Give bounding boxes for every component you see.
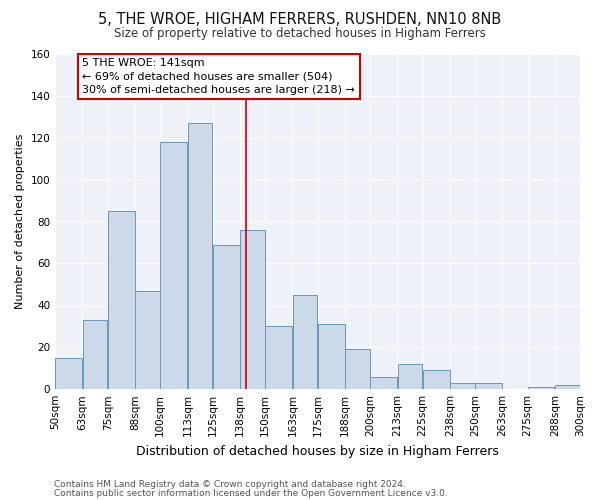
Text: Size of property relative to detached houses in Higham Ferrers: Size of property relative to detached ho… [114,28,486,40]
Bar [398,364,422,389]
Text: Contains HM Land Registry data © Crown copyright and database right 2024.: Contains HM Land Registry data © Crown c… [54,480,406,489]
Bar [318,324,344,389]
Bar [370,376,397,389]
Bar [345,350,370,389]
Bar [213,244,239,389]
Bar [135,290,160,389]
Bar [555,385,580,389]
Bar [240,230,265,389]
Bar [475,383,502,389]
Bar [108,211,134,389]
Bar [423,370,449,389]
Text: 5 THE WROE: 141sqm
← 69% of detached houses are smaller (504)
30% of semi-detach: 5 THE WROE: 141sqm ← 69% of detached hou… [82,58,355,94]
X-axis label: Distribution of detached houses by size in Higham Ferrers: Distribution of detached houses by size … [136,444,499,458]
Text: 5, THE WROE, HIGHAM FERRERS, RUSHDEN, NN10 8NB: 5, THE WROE, HIGHAM FERRERS, RUSHDEN, NN… [98,12,502,28]
Bar [265,326,292,389]
Bar [188,123,212,389]
Bar [55,358,82,389]
Y-axis label: Number of detached properties: Number of detached properties [15,134,25,310]
Text: Contains public sector information licensed under the Open Government Licence v3: Contains public sector information licen… [54,488,448,498]
Bar [450,383,475,389]
Bar [528,387,554,389]
Bar [293,295,317,389]
Bar [160,142,187,389]
Bar [83,320,107,389]
